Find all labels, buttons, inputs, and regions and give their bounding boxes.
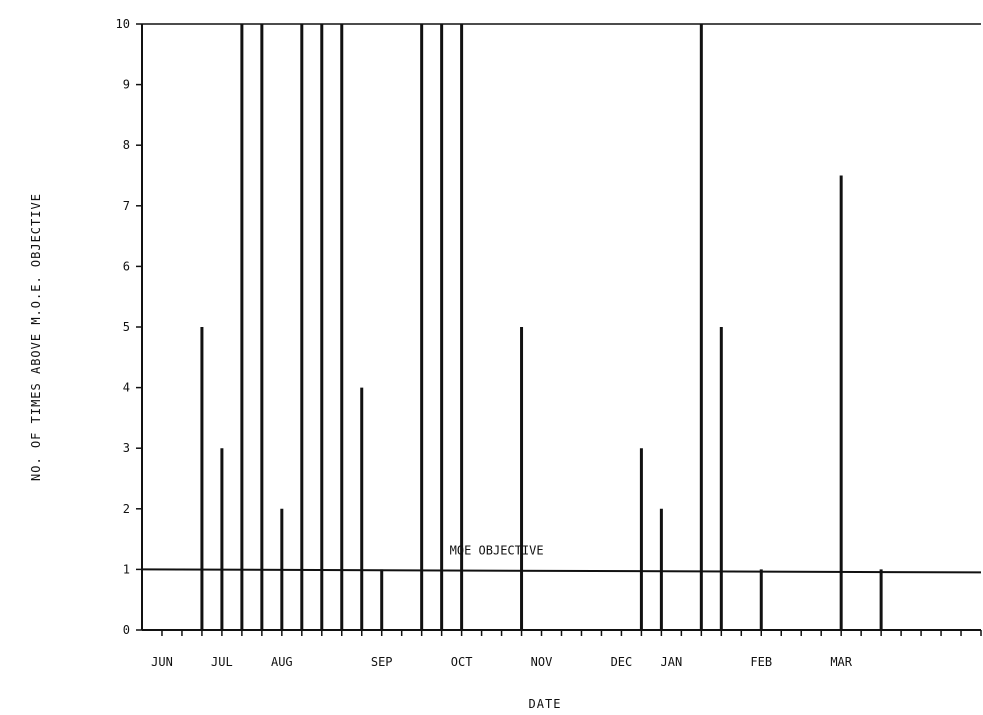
y-tick-label: 2 bbox=[123, 502, 130, 516]
y-tick-label: 9 bbox=[123, 78, 130, 92]
x-tick-label: JUN bbox=[151, 655, 173, 669]
y-axis-title: NO. OF TIMES ABOVE M.O.E. OBJECTIVE bbox=[29, 193, 43, 481]
y-tick-label: 10 bbox=[116, 17, 130, 31]
objective-label: MOE OBJECTIVE bbox=[450, 543, 544, 557]
x-tick-label: FEB bbox=[750, 655, 772, 669]
y-tick-label: 7 bbox=[123, 199, 130, 213]
x-tick-label: JUL bbox=[211, 655, 233, 669]
y-tick-label: 4 bbox=[123, 381, 130, 395]
x-tick-label: OCT bbox=[451, 655, 473, 669]
x-tick-label: DEC bbox=[611, 655, 633, 669]
y-tick-label: 3 bbox=[123, 441, 130, 455]
y-tick-label: 1 bbox=[123, 562, 130, 576]
objective-line bbox=[141, 568, 982, 574]
y-tick-label: 6 bbox=[123, 259, 130, 273]
y-tick-label: 5 bbox=[123, 320, 130, 334]
x-tick-label: AUG bbox=[271, 655, 293, 669]
x-tick-label: MAR bbox=[830, 655, 852, 669]
x-tick-label: NOV bbox=[531, 655, 553, 669]
x-tick-label: SEP bbox=[371, 655, 393, 669]
x-axis-title: DATE bbox=[529, 697, 562, 711]
y-tick-label: 8 bbox=[123, 138, 130, 152]
x-tick-label: JAN bbox=[661, 655, 683, 669]
y-tick-label: 0 bbox=[123, 623, 130, 637]
